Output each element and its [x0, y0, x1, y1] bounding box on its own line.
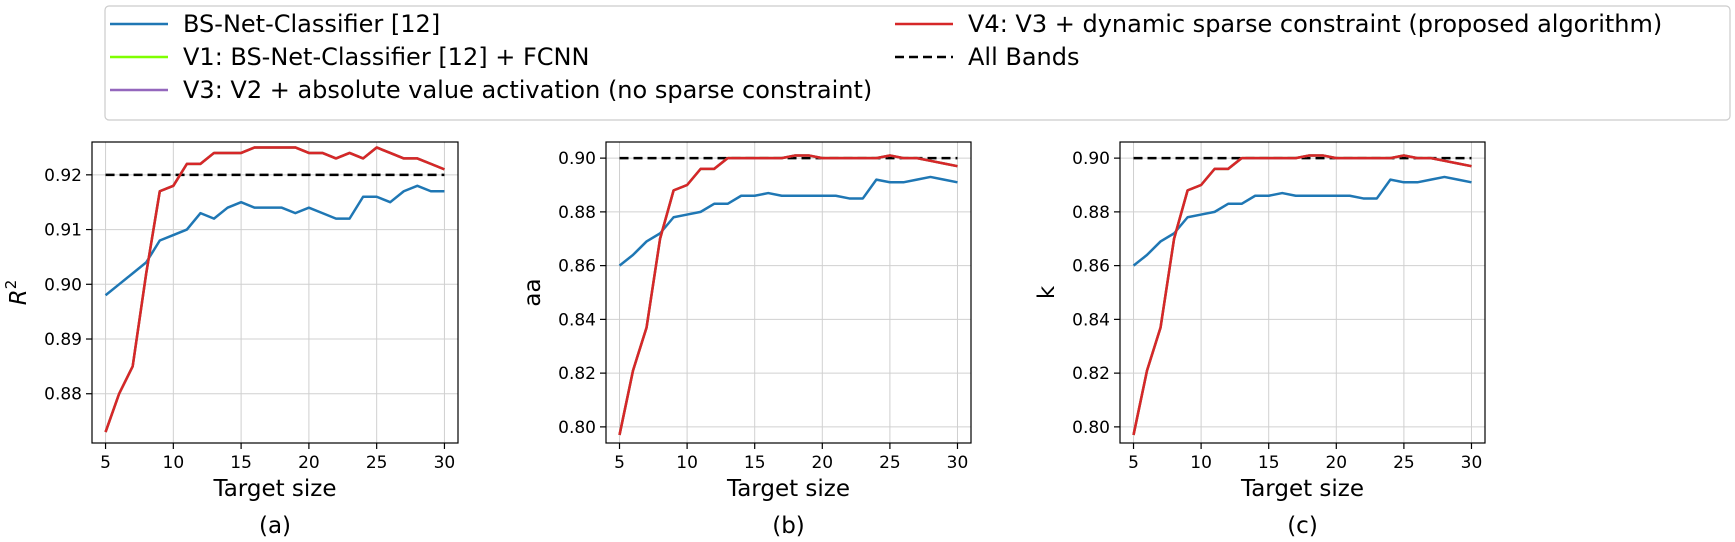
y-axis-label-superscript: 2 [2, 280, 20, 290]
series-line-2 [1132, 154, 1472, 436]
x-tick-label: 5 [100, 453, 111, 473]
x-axis-label: Target size [212, 476, 336, 502]
chart-panel-1: 5 10 15 20 25 30 0.88 0.89 0.90 0.91 0.92 Target si… [2, 141, 459, 539]
series-line-3 [104, 146, 445, 433]
x-tick-label: 25 [366, 453, 388, 473]
y-tick-label: 0.86 [1072, 257, 1110, 277]
x-tick-label: 25 [1393, 453, 1415, 473]
y-tick-label: 0.88 [44, 385, 82, 405]
series-line-2 [618, 154, 958, 436]
series-line-4 [104, 146, 445, 433]
series-line-3 [1132, 154, 1472, 436]
legend-label: All Bands [968, 43, 1080, 71]
axes-frame [91, 141, 459, 444]
x-tick-label: 10 [676, 453, 698, 473]
chart-panel-3: 5 10 15 20 25 30 0.80 0.82 0.84 0.86 0.88 0.90 Targe… [1034, 141, 1486, 539]
legend-entry: All Bands [895, 43, 1080, 71]
series-line-2 [104, 146, 445, 433]
y-axis-label-base: R [6, 289, 32, 305]
plot-area [618, 154, 958, 436]
x-tick-label: 20 [298, 453, 320, 473]
panel-label: (c) [1287, 513, 1318, 539]
legend-entry: V3: V2 + absolute value activation (no s… [110, 76, 872, 104]
x-tick-label: 20 [811, 453, 833, 473]
legend-label: V1: BS-Net-Classifier [12] + FCNN [183, 43, 589, 71]
series-line-1 [104, 184, 445, 297]
y-axis-label: aa [520, 278, 546, 306]
y-tick-label: 0.86 [558, 257, 596, 277]
y-axis-label: k [1034, 285, 1060, 299]
legend-entry: V4: V3 + dynamic sparse constraint (prop… [895, 10, 1662, 38]
x-tick-label: 15 [230, 453, 252, 473]
y-tick-label: 0.92 [44, 166, 82, 186]
y-tick-label: 0.89 [44, 330, 82, 350]
y-tick-label: 0.80 [1072, 418, 1110, 438]
series-line-3 [618, 154, 958, 436]
y-tick-label: 0.84 [558, 310, 596, 330]
legend-entry: V1: BS-Net-Classifier [12] + FCNN [110, 43, 589, 71]
x-tick-label: 5 [614, 453, 625, 473]
y-tick-label: 0.91 [44, 221, 82, 241]
x-tick-label: 10 [1190, 453, 1212, 473]
y-tick-label: 0.90 [558, 149, 596, 169]
y-tick-label: 0.90 [44, 275, 82, 295]
y-tick-label: 0.88 [1072, 203, 1110, 223]
x-tick-label: 15 [744, 453, 766, 473]
x-tick-label: 5 [1128, 453, 1139, 473]
y-tick-label: 0.84 [1072, 310, 1110, 330]
x-tick-label: 15 [1258, 453, 1280, 473]
legend-label: BS-Net-Classifier [12] [183, 10, 440, 38]
x-tick-label: 20 [1325, 453, 1347, 473]
chart-panel-2: 5 10 15 20 25 30 0.80 0.82 0.84 0.86 0.88 0.90 Targe… [520, 141, 972, 539]
legend: BS-Net-Classifier [12] V1: BS-Net-Classif… [104, 5, 1731, 121]
legend-frame [104, 5, 1731, 121]
y-tick-label: 0.82 [558, 364, 596, 384]
x-tick-label: 30 [947, 453, 969, 473]
x-tick-label: 25 [879, 453, 901, 473]
y-tick-label: 0.88 [558, 203, 596, 223]
plot-area [1132, 154, 1472, 436]
y-axis-label: R2 [2, 280, 32, 306]
panel-label: (a) [259, 513, 291, 539]
x-axis-label: Target size [1240, 476, 1364, 502]
legend-entry: BS-Net-Classifier [12] [110, 10, 440, 38]
legend-label: V3: V2 + absolute value activation (no s… [183, 76, 872, 104]
x-tick-label: 10 [163, 453, 185, 473]
panel-label: (b) [772, 513, 805, 539]
x-tick-label: 30 [1461, 453, 1483, 473]
legend-label: V4: V3 + dynamic sparse constraint (prop… [968, 10, 1662, 38]
x-tick-label: 30 [434, 453, 456, 473]
axes-frame [605, 141, 972, 444]
y-tick-label: 0.90 [1072, 149, 1110, 169]
y-tick-label: 0.82 [1072, 364, 1110, 384]
series-line-1 [1132, 175, 1472, 267]
series-line-4 [618, 154, 958, 436]
y-tick-label: 0.80 [558, 418, 596, 438]
series-line-1 [618, 175, 958, 267]
x-axis-label: Target size [726, 476, 850, 502]
series-line-4 [1132, 154, 1472, 436]
axes-frame [1119, 141, 1486, 444]
plot-area [104, 146, 445, 433]
